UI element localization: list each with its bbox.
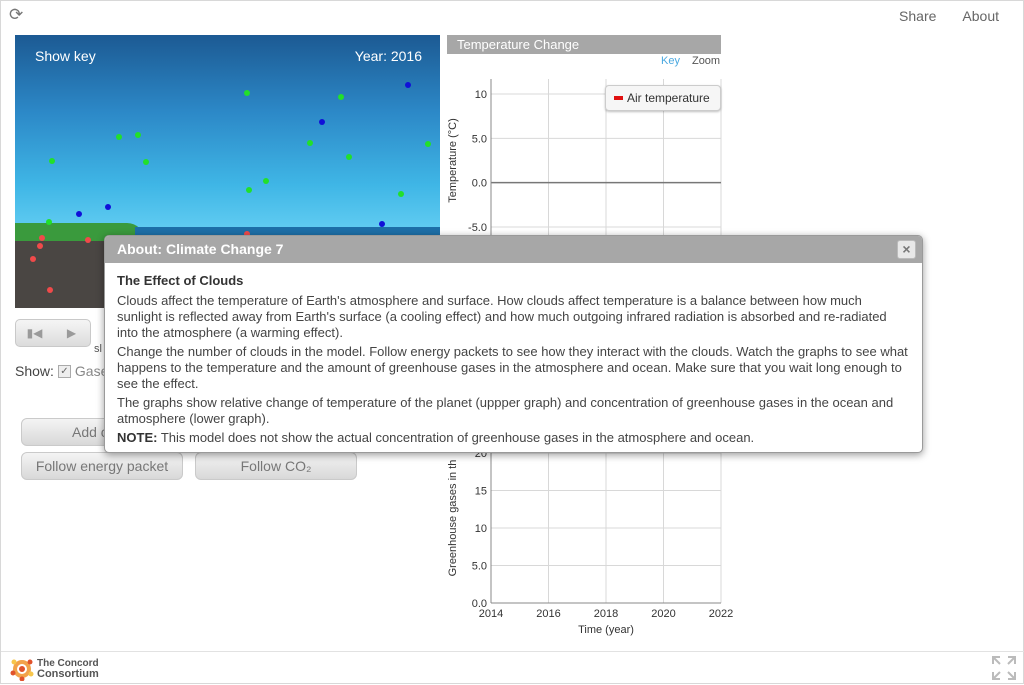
share-link[interactable]: Share [899,8,937,24]
concord-logo-icon [10,659,34,681]
infrared-packet [47,287,53,293]
step-back-icon[interactable]: ▮◀ [26,326,43,340]
co2-molecule [46,219,52,225]
upper-y-tick-label: -5.0 [468,222,487,234]
graph-title: Temperature Change [447,35,721,54]
energy-packet [379,221,385,227]
note-text: This model does not show the actual conc… [157,430,755,445]
upper-y-tick-label: 10 [475,89,487,101]
x-tick-label: 2018 [594,608,618,620]
x-axis-label: Time (year) [578,624,634,636]
footer: The Concord Consortium [1,651,1024,685]
logo-line-1: The Concord [37,658,99,669]
lower-y-axis-label: Greenhouse gases in th [447,460,459,577]
gases-checkbox[interactable]: ✓ [57,364,71,378]
logo-text: The Concord Consortium [37,658,99,680]
graph-legend[interactable]: Air temperature [605,85,721,111]
co2-molecule [116,134,122,140]
x-tick-label: 2022 [709,608,733,620]
upper-y-tick-label: 0.0 [472,178,487,190]
dialog-header: About: Climate Change 7 × [105,236,922,263]
energy-packet [405,82,411,88]
legend-swatch-air-temperature [614,96,623,100]
co2-molecule [49,158,55,164]
co2-molecule [338,94,344,100]
infrared-packet [30,256,36,262]
logo-line-2: Consortium [37,668,99,680]
dialog-paragraph-1: Clouds affect the temperature of Earth's… [117,293,887,340]
lower-y-tick-label: 5.0 [472,561,487,573]
infrared-packet [39,235,45,241]
lower-y-tick-label: 0.0 [472,598,487,610]
lower-y-tick-label: 15 [475,486,487,498]
show-label: Show: [15,363,54,379]
reload-icon[interactable]: ⟳ [9,5,24,24]
infrared-packet [244,231,250,237]
concord-consortium-logo[interactable]: The Concord Consortium [10,657,99,681]
close-icon[interactable]: × [897,240,916,259]
energy-packet [105,204,111,210]
upper-y-axis-label: Temperature (°C) [447,118,459,202]
graph-key-button[interactable]: Key [661,55,680,67]
legend-label-air-temperature: Air temperature [627,91,710,105]
show-key-toggle[interactable]: Show key [35,48,96,64]
infrared-packet [37,243,43,249]
graph-zoom-button[interactable]: Zoom [691,55,721,67]
checkmark-icon: ✓ [60,365,69,377]
graph-tools: Key Zoom [661,55,720,67]
dialog-paragraph-3: The graphs show relative change of tempe… [117,395,894,426]
co2-molecule [246,187,252,193]
fullscreen-icon[interactable] [991,655,1017,681]
dialog-title: About: Climate Change 7 [117,241,284,257]
follow-energy-packet-button[interactable]: Follow energy packet [21,452,183,480]
infrared-packet [85,237,91,243]
co2-molecule [263,178,269,184]
co2-molecule [135,132,141,138]
dialog-heading: The Effect of Clouds [117,273,244,288]
energy-packet [319,119,325,125]
co2-molecule [346,154,352,160]
co2-molecule [143,159,149,165]
x-tick-label: 2016 [536,608,560,620]
year-readout: Year: 2016 [354,48,422,64]
ocean-surface [135,227,440,237]
top-nav: Share About [899,8,999,24]
x-tick-label: 2014 [479,608,503,620]
play-icon[interactable]: ▶ [66,326,77,340]
co2-molecule [307,140,313,146]
dialog-paragraph-2: Change the number of clouds in the model… [117,344,908,391]
lower-y-tick-label: 10 [475,523,487,535]
upper-y-tick-label: 5.0 [472,133,487,145]
note-label: NOTE: [117,430,158,445]
about-dialog: About: Climate Change 7 × The Effect of … [104,235,923,453]
dialog-body: The Effect of Clouds Clouds affect the t… [105,263,922,446]
co2-molecule [398,191,404,197]
co2-molecule [244,90,250,96]
x-tick-label: 2020 [651,608,675,620]
energy-packet [76,211,82,217]
co2-molecule [425,141,431,147]
slider-label: sl [94,343,102,355]
follow-co2-button[interactable]: Follow CO₂ [195,452,357,480]
dialog-note: NOTE: This model does not show the actua… [117,430,910,446]
about-link[interactable]: About [962,8,999,24]
show-options: Show: ✓ Gases [15,363,115,379]
playback-controls: ▮◀ ▶ [15,319,91,347]
